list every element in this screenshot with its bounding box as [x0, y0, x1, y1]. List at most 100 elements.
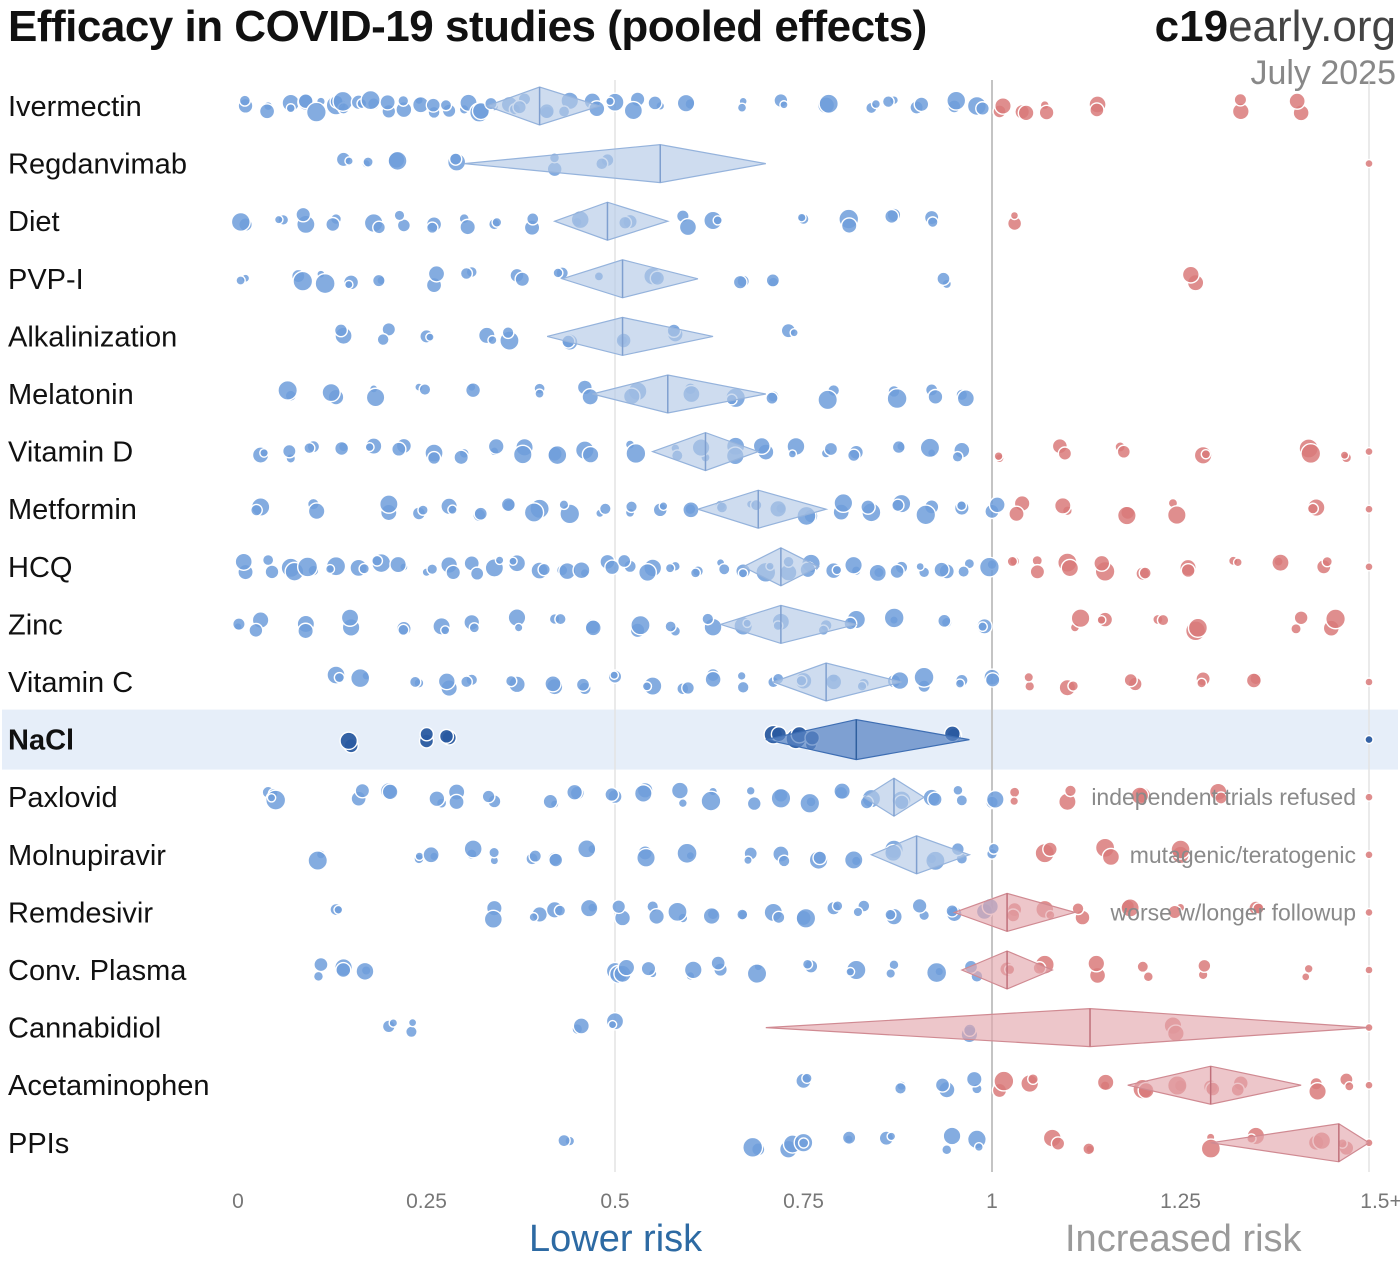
study-dot [1300, 972, 1311, 982]
row-diet[interactable]: Diet [8, 201, 1023, 241]
row-alkalinization[interactable]: Alkalinization [8, 316, 799, 357]
study-dot [292, 270, 314, 292]
study-dot [678, 217, 698, 237]
study-dot [676, 93, 696, 113]
study-dot [1364, 158, 1374, 169]
study-dot [670, 781, 689, 800]
study-dot [445, 564, 462, 581]
study-dot [1232, 557, 1243, 568]
study-dot [844, 555, 864, 575]
row-vitamin-c[interactable]: Vitamin C [8, 662, 1374, 702]
row-conv-plasma[interactable]: Conv. Plasma [8, 950, 1374, 990]
study-dot [952, 784, 964, 796]
row-pvp-i[interactable]: PVP-I [8, 259, 1205, 299]
study-dot [1042, 841, 1058, 858]
row-label: Zinc [8, 609, 63, 641]
study-dot [1156, 613, 1170, 627]
study-dot [771, 910, 786, 925]
study-dot [1024, 680, 1036, 692]
study-dot [617, 553, 632, 569]
row-label: Acetaminophen [8, 1070, 210, 1102]
study-dot [307, 502, 326, 521]
study-dot [354, 782, 371, 799]
study-dot [994, 97, 1012, 115]
study-dot [1089, 102, 1105, 118]
study-dot [633, 784, 653, 803]
study-dot [314, 272, 336, 295]
study-dot [504, 674, 518, 688]
study-dot [418, 383, 432, 397]
row-melatonin[interactable]: Melatonin [8, 374, 976, 414]
study-dot [936, 271, 951, 286]
brand-logo-text[interactable]: c19early.org [1155, 2, 1396, 52]
study-dot [250, 503, 263, 517]
study-dot [460, 675, 473, 689]
study-dot [1123, 672, 1138, 688]
study-dot [617, 958, 636, 977]
study-dot [1029, 563, 1046, 580]
row-molnupiravir[interactable]: Molnupiravir [8, 835, 1374, 875]
study-dot [481, 789, 496, 804]
study-dot [1197, 958, 1212, 973]
row-metformin[interactable]: Metformin [8, 489, 1374, 529]
row-paxlovid[interactable]: Paxlovid [8, 777, 1374, 817]
study-dot [333, 671, 346, 684]
study-dot [743, 855, 753, 866]
study-dot [625, 500, 638, 514]
row-ivermectin[interactable]: Ivermectin [8, 86, 1310, 126]
study-dot [1364, 850, 1374, 860]
study-dot [1180, 562, 1196, 579]
row-hcq[interactable]: HCQ [8, 547, 1374, 587]
study-dot [552, 267, 564, 279]
study-dot [860, 499, 876, 515]
row-annotation: independent trials refused [1091, 784, 1356, 810]
row-ppis[interactable]: PPIs [8, 1123, 1374, 1163]
row-nacl[interactable]: NaCl [8, 718, 1374, 761]
study-dot [664, 562, 676, 574]
study-dot [796, 212, 807, 223]
study-dot [852, 906, 864, 918]
study-dot [913, 96, 930, 113]
study-dot [388, 1018, 399, 1028]
study-dot [817, 389, 839, 411]
study-dot [537, 562, 551, 577]
study-dot [295, 206, 312, 223]
study-dot [426, 563, 439, 576]
study-dot [689, 567, 702, 579]
study-dot [894, 1081, 908, 1095]
study-dot [846, 448, 861, 463]
row-annotation: worse w/longer followup [1110, 899, 1356, 925]
row-acetaminophen[interactable]: Acetaminophen [8, 1065, 1374, 1105]
study-dot [501, 326, 515, 340]
study-dot [765, 391, 779, 405]
pooled-effect-diamond [718, 604, 857, 645]
study-dot [534, 388, 545, 399]
study-dot [1245, 672, 1262, 689]
study-dot [988, 496, 1006, 514]
study-dot [325, 216, 341, 233]
study-dot [926, 216, 939, 229]
study-dot [266, 792, 277, 803]
study-dot [387, 150, 408, 172]
row-label: PPIs [8, 1128, 69, 1160]
row-cannabidiol[interactable]: Cannabidiol [8, 1007, 1374, 1048]
row-vitamin-d[interactable]: Vitamin D [8, 431, 1374, 472]
study-dot [1187, 617, 1209, 639]
study-dot [1233, 92, 1248, 107]
row-label: Vitamin D [8, 437, 133, 469]
study-dot [584, 619, 602, 637]
study-dot [681, 681, 696, 696]
study-dot [623, 100, 644, 121]
study-dot [1364, 734, 1374, 745]
study-dot [397, 94, 410, 107]
row-zinc[interactable]: Zinc [8, 604, 1347, 645]
study-dot [307, 850, 329, 871]
study-dot [558, 499, 570, 511]
row-remdesivir[interactable]: Remdesivir [8, 892, 1374, 933]
study-dot [611, 899, 627, 915]
row-regdanvimab[interactable]: Regdanvimab [8, 143, 1374, 184]
study-dot [312, 970, 325, 983]
study-dot [937, 613, 952, 629]
study-dot [946, 90, 967, 111]
study-dot [683, 960, 703, 980]
